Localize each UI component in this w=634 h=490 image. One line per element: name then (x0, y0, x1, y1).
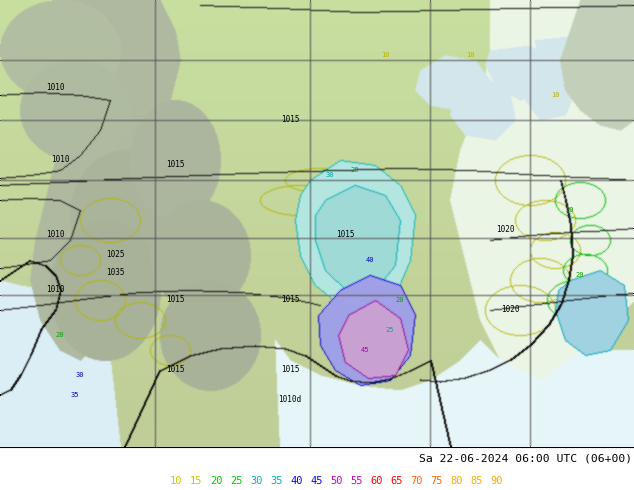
Text: 1015: 1015 (336, 230, 354, 240)
Text: 15: 15 (190, 475, 202, 486)
Text: 1015: 1015 (281, 295, 299, 304)
Text: 30: 30 (250, 475, 262, 486)
Text: 1010: 1010 (46, 83, 64, 93)
Text: 1015: 1015 (165, 295, 184, 304)
Text: 60: 60 (370, 475, 382, 486)
Text: 20: 20 (576, 272, 585, 278)
Text: 40: 40 (290, 475, 302, 486)
Text: 1015: 1015 (165, 160, 184, 170)
Text: 20: 20 (351, 167, 359, 173)
Text: 35: 35 (71, 392, 79, 398)
Text: 1025: 1025 (106, 250, 124, 259)
Text: 90: 90 (490, 475, 503, 486)
Text: 20: 20 (396, 297, 404, 303)
Text: 20: 20 (566, 207, 574, 213)
Text: 1010: 1010 (51, 155, 69, 165)
Text: 55: 55 (350, 475, 363, 486)
Text: 10: 10 (551, 92, 559, 98)
Text: 20: 20 (210, 475, 223, 486)
Text: 10: 10 (170, 475, 183, 486)
Text: 25: 25 (230, 475, 242, 486)
Text: 45: 45 (310, 475, 323, 486)
Text: 1010: 1010 (46, 230, 64, 240)
Text: 30: 30 (75, 372, 84, 378)
Text: 65: 65 (390, 475, 403, 486)
Text: 30: 30 (326, 172, 334, 178)
Text: 1015: 1015 (281, 366, 299, 374)
Text: 45: 45 (361, 347, 369, 353)
Text: 80: 80 (450, 475, 462, 486)
Text: 35: 35 (270, 475, 283, 486)
Text: Sa 22-06-2024 06:00 UTC (06+00): Sa 22-06-2024 06:00 UTC (06+00) (419, 454, 632, 464)
Text: 25: 25 (385, 327, 394, 333)
Text: 85: 85 (470, 475, 482, 486)
Text: 1010d: 1010d (278, 395, 302, 404)
Text: 10: 10 (381, 52, 389, 58)
Text: 20: 20 (56, 332, 64, 338)
Text: 1010: 1010 (46, 285, 64, 294)
Text: 1035: 1035 (106, 269, 124, 277)
Text: 10: 10 (466, 52, 474, 58)
Text: 1015: 1015 (281, 116, 299, 124)
Text: 70: 70 (410, 475, 422, 486)
Text: 1020: 1020 (496, 225, 514, 234)
Text: 1015: 1015 (165, 366, 184, 374)
Text: 1020: 1020 (501, 305, 519, 315)
Text: 40: 40 (366, 257, 374, 263)
Text: 50: 50 (330, 475, 342, 486)
Text: 75: 75 (430, 475, 443, 486)
